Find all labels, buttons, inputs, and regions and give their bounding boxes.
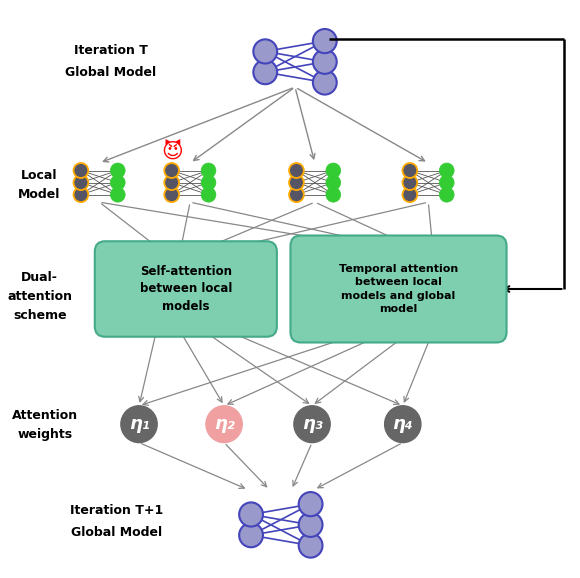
Text: Global Model: Global Model (71, 526, 162, 539)
Circle shape (289, 175, 304, 190)
Circle shape (313, 71, 337, 95)
Circle shape (201, 163, 216, 178)
Text: Temporal attention
between local
models and global
model: Temporal attention between local models … (339, 264, 458, 314)
Circle shape (74, 175, 88, 190)
Circle shape (253, 39, 277, 64)
Text: Iteration T+1: Iteration T+1 (70, 504, 163, 517)
Text: Attention: Attention (12, 409, 78, 422)
Circle shape (440, 175, 454, 190)
Circle shape (121, 406, 157, 443)
Circle shape (164, 163, 179, 178)
Text: η₃: η₃ (302, 415, 322, 433)
Text: Dual-: Dual- (21, 271, 58, 284)
Circle shape (110, 163, 125, 178)
Text: Iteration T: Iteration T (74, 44, 148, 57)
Circle shape (403, 175, 417, 190)
Text: Model: Model (17, 188, 60, 201)
Text: Local: Local (20, 169, 57, 181)
Text: attention: attention (8, 290, 73, 303)
Circle shape (164, 187, 179, 202)
Circle shape (74, 163, 88, 178)
Circle shape (239, 523, 263, 547)
Circle shape (74, 187, 88, 202)
Circle shape (299, 513, 322, 537)
Text: weights: weights (18, 428, 73, 441)
Circle shape (299, 492, 322, 516)
Circle shape (289, 163, 304, 178)
Circle shape (326, 175, 340, 190)
Circle shape (110, 175, 125, 190)
Text: 😈: 😈 (161, 141, 183, 161)
Text: Global Model: Global Model (65, 66, 156, 79)
FancyBboxPatch shape (291, 235, 506, 343)
Text: Self-attention
between local
models: Self-attention between local models (140, 265, 232, 313)
Circle shape (326, 187, 340, 202)
Circle shape (326, 163, 340, 178)
Circle shape (253, 60, 277, 84)
Circle shape (206, 406, 242, 443)
Text: η₄: η₄ (393, 415, 413, 433)
Circle shape (164, 175, 179, 190)
Circle shape (239, 502, 263, 527)
Circle shape (110, 187, 125, 202)
Circle shape (313, 50, 337, 74)
Circle shape (313, 29, 337, 53)
Circle shape (440, 163, 454, 178)
Circle shape (385, 406, 421, 443)
Circle shape (440, 187, 454, 202)
Circle shape (403, 163, 417, 178)
Circle shape (294, 406, 330, 443)
Text: η₂: η₂ (214, 415, 234, 433)
FancyBboxPatch shape (95, 241, 277, 337)
Text: scheme: scheme (13, 309, 67, 323)
Circle shape (289, 187, 304, 202)
Circle shape (201, 175, 216, 190)
Circle shape (299, 533, 322, 558)
Circle shape (201, 187, 216, 202)
Text: η₁: η₁ (129, 415, 150, 433)
Circle shape (403, 187, 417, 202)
